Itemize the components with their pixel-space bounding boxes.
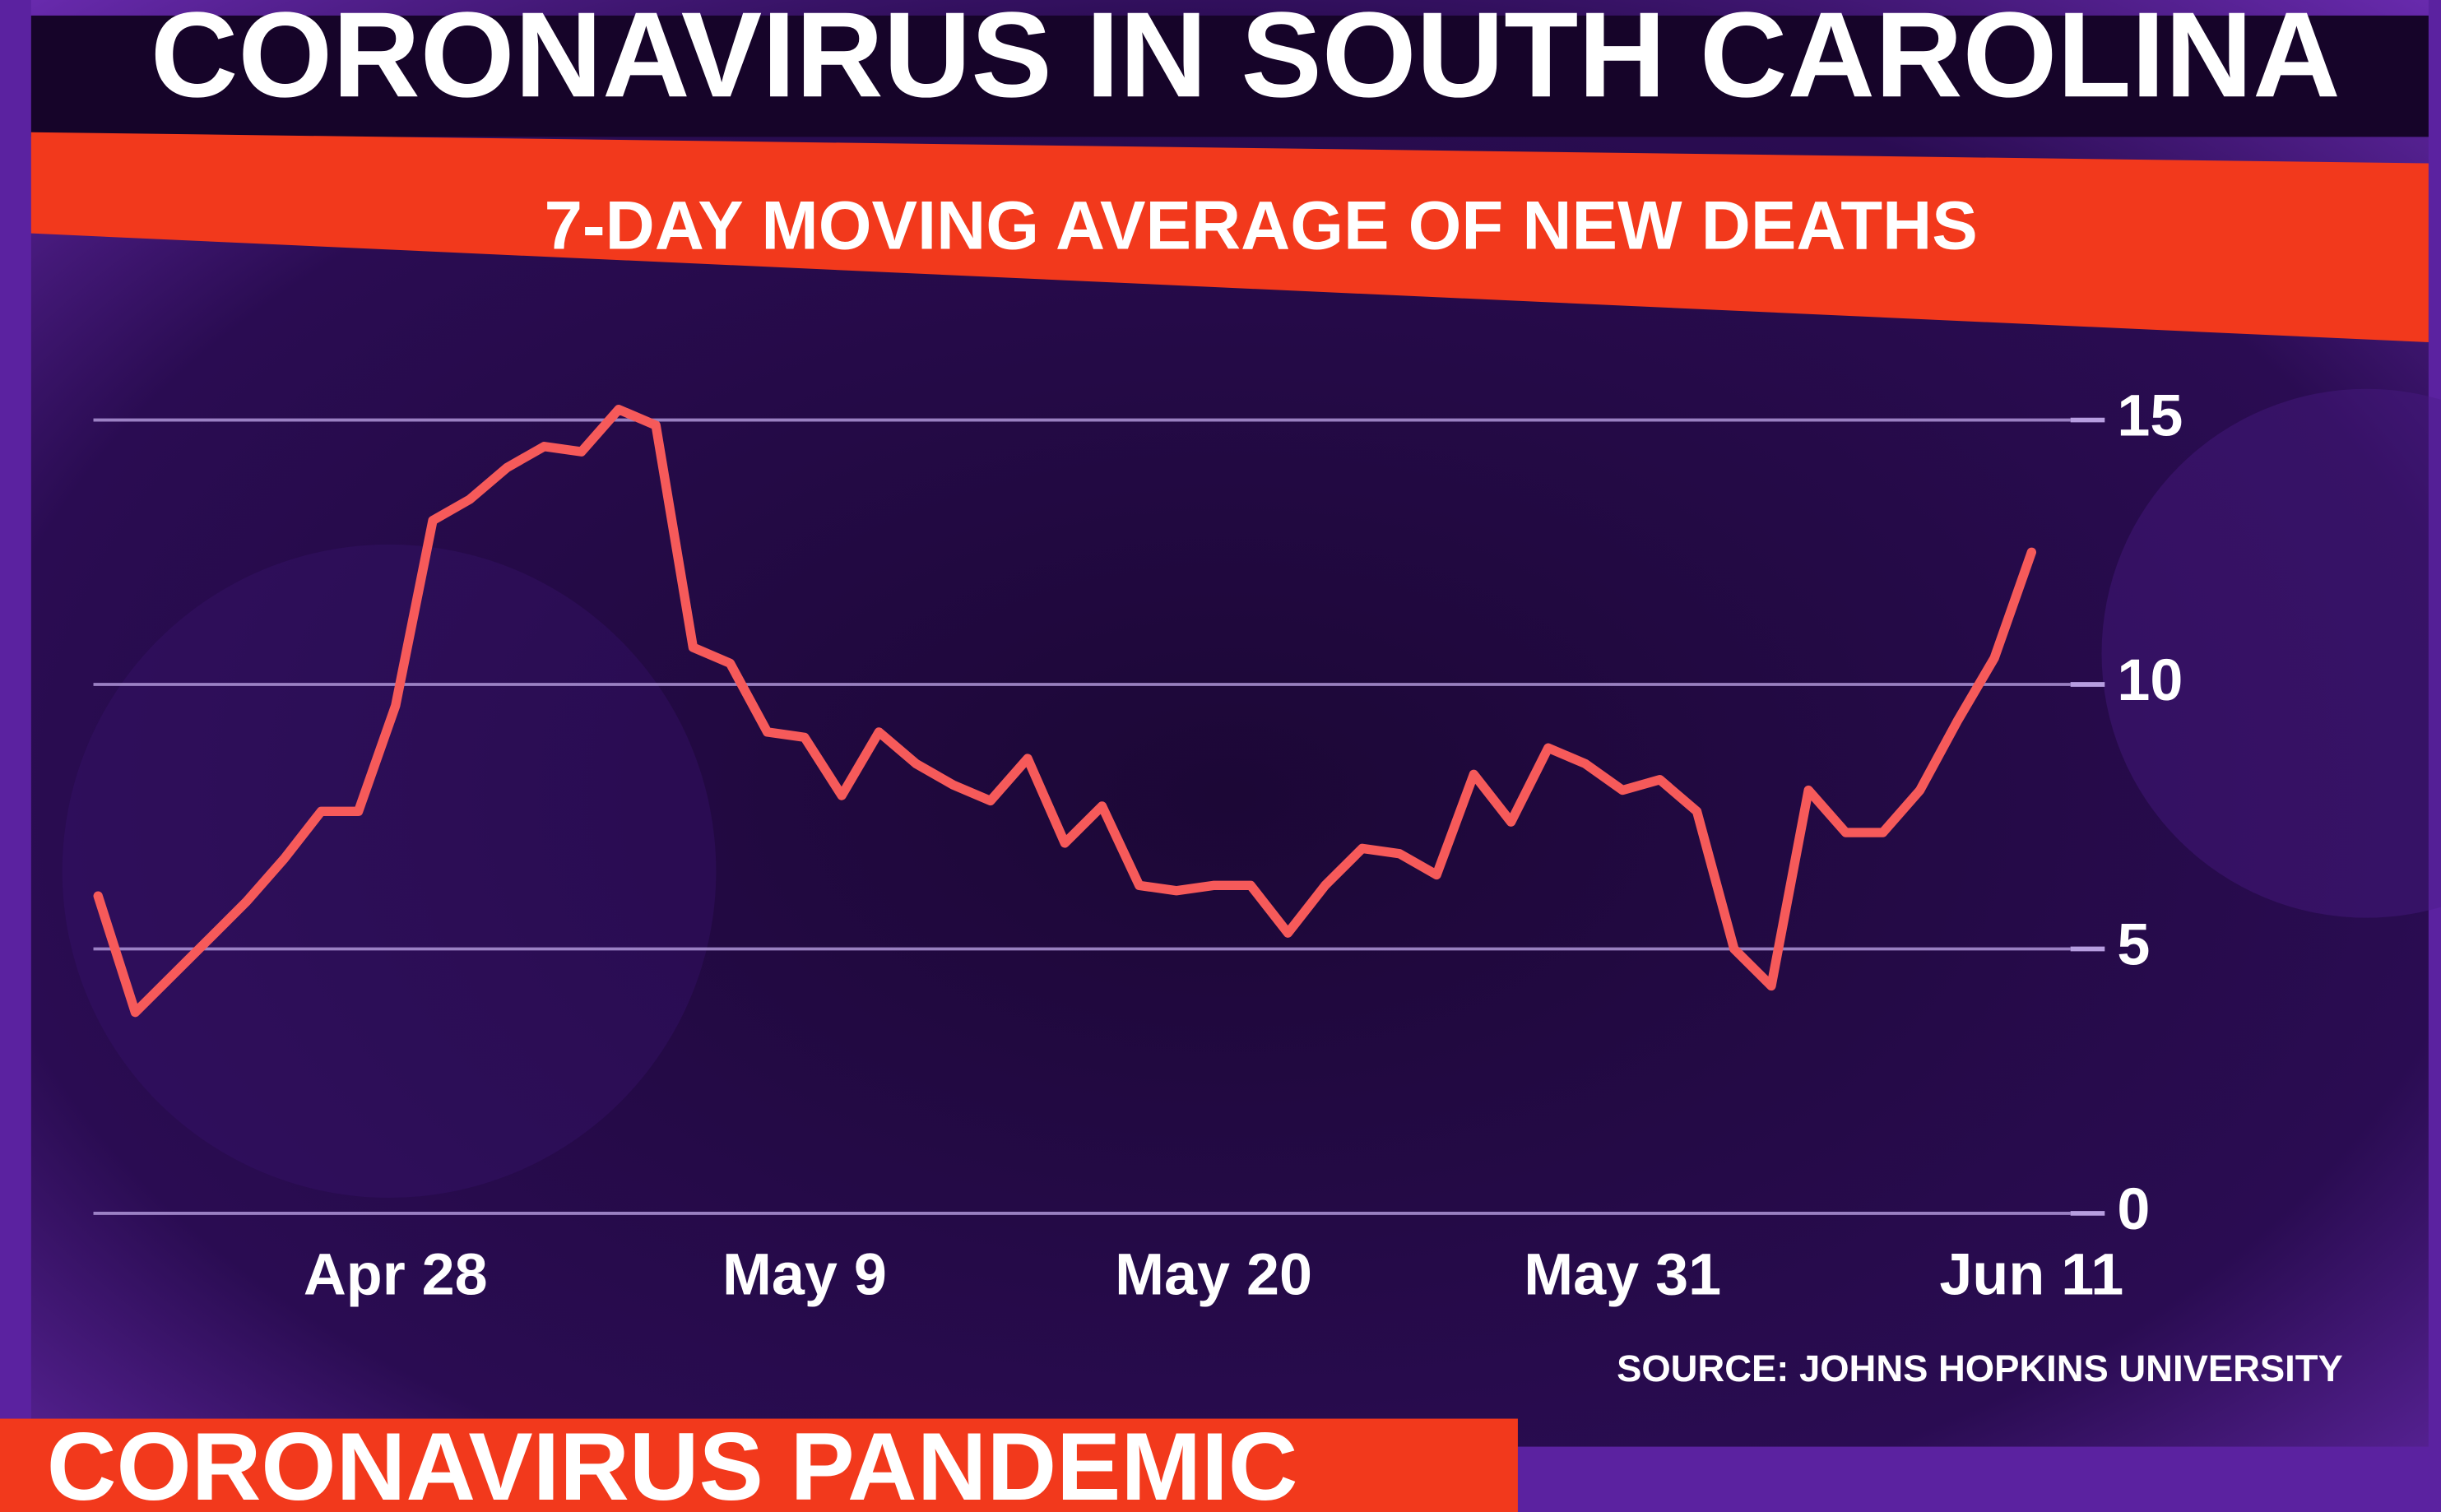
y-tick-label: 15 [2117,383,2183,449]
virus-decoration [62,544,717,1199]
x-tick-label: May 9 [722,1241,887,1307]
banner-text: CORONAVIRUS PANDEMIC [47,1412,1298,1512]
chart-subtitle: 7-DAY MOVING AVERAGE OF NEW DEATHS [545,188,1978,264]
data-line [93,405,2037,1018]
title-band [30,15,2429,137]
virus-decoration [2101,388,2441,918]
y-tick-label: 0 [2117,1176,2150,1242]
banner-band [0,1418,1518,1512]
subtitle-band [30,132,2429,343]
chart-title: CORONAVIRUS IN SOUTH CAROLINA [151,0,2341,123]
x-tick-label: May 20 [1115,1241,1312,1307]
plot-area: 0 5 10 15 Apr 28 May 9 May 20 May 31 Jun 11 [93,383,2183,1307]
x-tick-label: Apr 28 [304,1241,488,1307]
source-note: SOURCE: JOHNS HOPKINS UNIVERSITY [1617,1347,2343,1389]
x-tick-label: May 31 [1524,1241,1721,1307]
y-tick-label: 10 [2117,647,2183,713]
x-tick-label: Jun 11 [1939,1241,2123,1307]
y-tick-label: 5 [2117,911,2150,977]
